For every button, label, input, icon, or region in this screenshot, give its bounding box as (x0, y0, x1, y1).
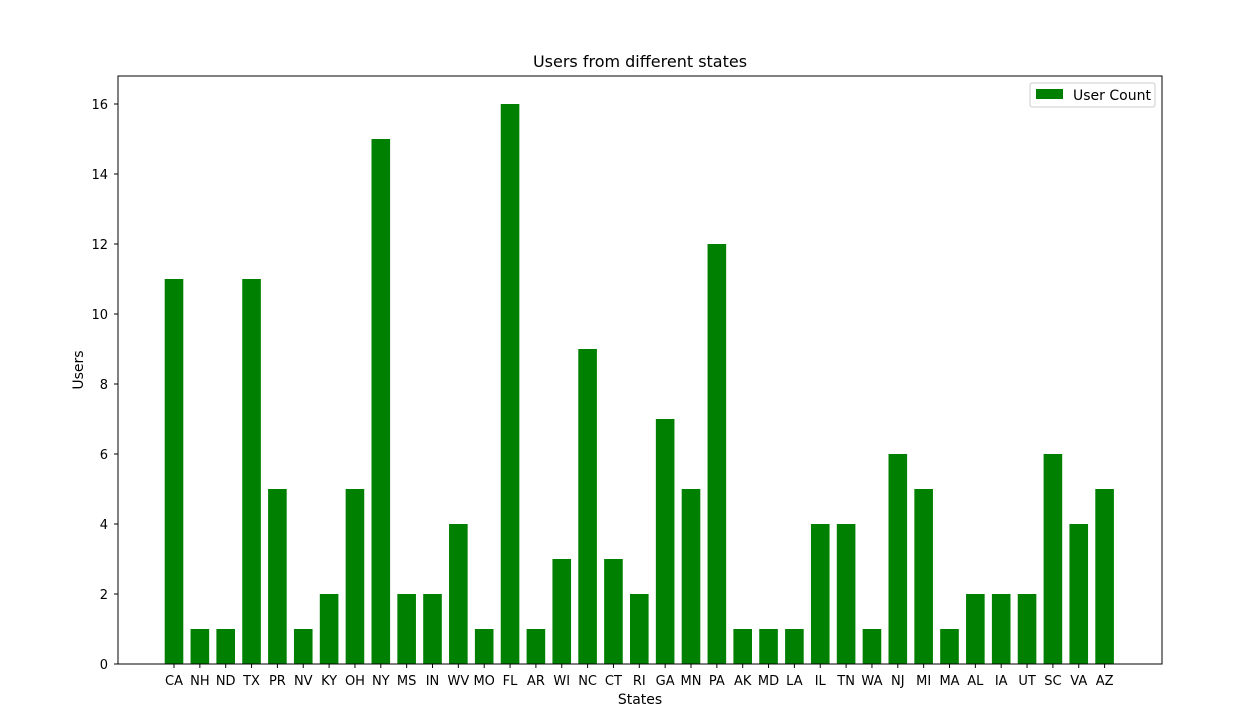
x-tick-label: IL (815, 674, 827, 689)
bar-ny (371, 139, 391, 664)
x-tick-label: WA (861, 674, 882, 689)
x-tick-label: TN (836, 674, 855, 689)
bar-ct (604, 559, 623, 664)
bar-nh (190, 629, 210, 664)
x-tick-label: MA (939, 674, 959, 689)
x-tick-label: RI (633, 674, 646, 689)
plot-frame (117, 75, 1163, 665)
x-tick-label: FL (503, 674, 518, 689)
y-tick-label: 12 (91, 238, 108, 253)
x-axis-ticks: CA NH ND TX PR NV KY OH NY MS IN WV MO FL AR WI NC CT RI GA… (165, 664, 1114, 689)
bar-tn (836, 524, 856, 664)
y-tick-label: 14 (91, 168, 108, 183)
x-tick-label: WV (447, 674, 469, 689)
x-tick-label: CT (605, 674, 622, 689)
bar-mo (474, 629, 494, 664)
x-tick-label: KY (321, 674, 337, 689)
bar-ky (319, 594, 339, 664)
bar-in (423, 594, 442, 664)
x-tick-label: CA (165, 674, 183, 689)
x-tick-label: LA (786, 674, 803, 689)
x-tick-label: IA (995, 674, 1008, 689)
bar-nj (888, 454, 908, 664)
bar-ia (991, 594, 1011, 664)
y-tick-label: 0 (100, 658, 108, 673)
x-tick-label: MS (397, 674, 416, 689)
x-tick-label: AK (734, 674, 752, 689)
bar-mn (681, 489, 701, 664)
bar-fl (500, 104, 520, 664)
y-axis-label: Users (71, 350, 87, 389)
x-tick-label: GA (656, 674, 675, 689)
x-tick-label: NJ (891, 674, 905, 689)
x-tick-label: NY (372, 674, 390, 689)
y-tick-label: 8 (100, 378, 108, 393)
bar-tx (242, 279, 261, 664)
y-tick-label: 4 (100, 518, 108, 533)
bars-layer (164, 104, 1114, 664)
bar-ms (397, 594, 416, 664)
x-tick-label: MI (916, 674, 931, 689)
x-tick-label: WI (553, 674, 570, 689)
y-axis-ticks: 0 2 4 6 8 10 12 14 16 (91, 98, 118, 673)
bar-nc (578, 349, 597, 664)
y-tick-label: 10 (91, 308, 108, 323)
y-tick-label: 16 (91, 98, 108, 113)
bar-wa (862, 629, 882, 664)
x-tick-label: AR (527, 674, 545, 689)
legend: User Count (1029, 82, 1156, 108)
bar-ma (940, 629, 959, 664)
bar-pr (268, 489, 287, 664)
chart-title: Users from different states (533, 52, 747, 71)
bar-la (785, 629, 804, 664)
bar-ut (1017, 594, 1037, 664)
x-tick-label: ND (216, 674, 236, 689)
bar-pa (707, 244, 727, 664)
y-tick-label: 2 (100, 588, 108, 603)
bar-ga (655, 419, 675, 664)
bar-nv (293, 629, 313, 664)
x-tick-label: NC (578, 674, 597, 689)
bar-wi (552, 559, 572, 664)
bar-ca (164, 279, 184, 664)
x-tick-label: UT (1018, 674, 1036, 689)
x-tick-label: OH (345, 674, 365, 689)
bar-az (1095, 489, 1114, 664)
x-axis-label: States (618, 692, 662, 708)
x-tick-label: PR (269, 674, 286, 689)
bar-il (810, 524, 830, 664)
bar-al (966, 594, 985, 664)
x-tick-label: PA (709, 674, 725, 689)
bar-nd (216, 629, 235, 664)
x-tick-label: MN (681, 674, 702, 689)
x-tick-label: VA (1070, 674, 1087, 689)
bar-md (759, 629, 778, 664)
x-tick-label: MO (473, 674, 494, 689)
bar-oh (345, 489, 365, 664)
x-tick-label: SC (1044, 674, 1061, 689)
x-tick-label: AL (967, 674, 984, 689)
bar-wv (449, 524, 468, 664)
x-tick-label: AZ (1096, 674, 1114, 689)
legend-label: User Count (1073, 88, 1151, 104)
bar-sc (1043, 454, 1063, 664)
bar-mi (914, 489, 933, 664)
x-tick-label: MD (758, 674, 779, 689)
bar-ri (630, 594, 649, 664)
x-tick-label: IN (426, 674, 440, 689)
x-tick-label: NV (294, 674, 313, 689)
bar-va (1069, 524, 1089, 664)
x-tick-label: TX (242, 674, 260, 689)
legend-swatch (1036, 89, 1063, 99)
x-tick-label: NH (190, 674, 210, 689)
y-tick-label: 6 (100, 448, 108, 463)
bar-ak (733, 629, 752, 664)
bar-ar (526, 629, 546, 664)
